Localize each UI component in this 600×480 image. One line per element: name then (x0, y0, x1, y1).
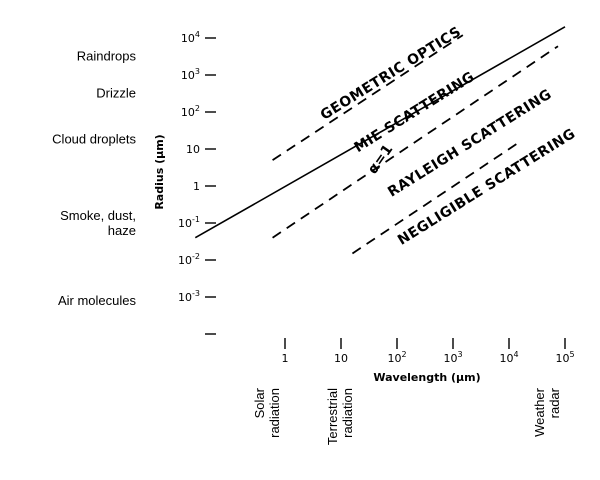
x-tick-label: 102 (387, 350, 406, 365)
y-tick-label: 102 (181, 104, 200, 119)
x-tick-label: 105 (555, 350, 574, 365)
x-axis-title: Wavelength (μm) (373, 371, 480, 384)
region-label: RAYLEIGH SCATTERING (385, 86, 555, 200)
series-layer (194, 26, 566, 255)
y-tick-label: 10-3 (178, 289, 200, 304)
x-tick-label: 104 (499, 350, 518, 365)
band-label-group: Weatherradar (532, 387, 562, 437)
band-label: Terrestrialradiation (325, 388, 355, 445)
alpha-equals-one-line (194, 26, 566, 239)
band-labels: Solarradiation Terrestrialradiation Weathe… (252, 387, 562, 445)
band-label: Weatherradar (532, 387, 562, 437)
particle-label: Drizzle (96, 85, 136, 100)
y-tick-label: 1 (193, 180, 200, 193)
y-tick-label: 104 (181, 30, 200, 45)
region-label: NEGLIGIBLE SCATTERING (395, 126, 579, 249)
x-tick-label: 10 (334, 352, 348, 365)
region-label: GEOMETRIC OPTICS (318, 24, 464, 124)
x-tick-label: 103 (443, 350, 462, 365)
band-label: Solarradiation (252, 387, 282, 438)
y-tick-label: 10-2 (178, 252, 200, 267)
dashed-boundary-line (272, 34, 464, 161)
y-tick-label: 10 (186, 143, 200, 156)
band-label-group: Solarradiation (252, 387, 282, 438)
y-tick-label: 10-1 (178, 215, 200, 230)
y-axis-title: Radius (μm) (153, 134, 166, 209)
particle-label: Raindrops (77, 48, 137, 63)
band-label-group: Terrestrialradiation (325, 388, 355, 445)
x-tick-label: 1 (282, 352, 289, 365)
particle-label: Air molecules (58, 293, 137, 308)
particle-label: Cloud droplets (52, 132, 136, 147)
y-tick-label: 103 (181, 67, 200, 82)
x-axis-title-group: Wavelength (μm) (373, 371, 480, 384)
y-axis-title-group: Radius (μm) (153, 134, 166, 209)
particle-label: Smoke, dust, haze (60, 208, 136, 238)
dashed-boundary-line (272, 45, 559, 239)
particle-labels: Raindrops Drizzle Cloud droplets Smoke, dus… (52, 48, 136, 308)
